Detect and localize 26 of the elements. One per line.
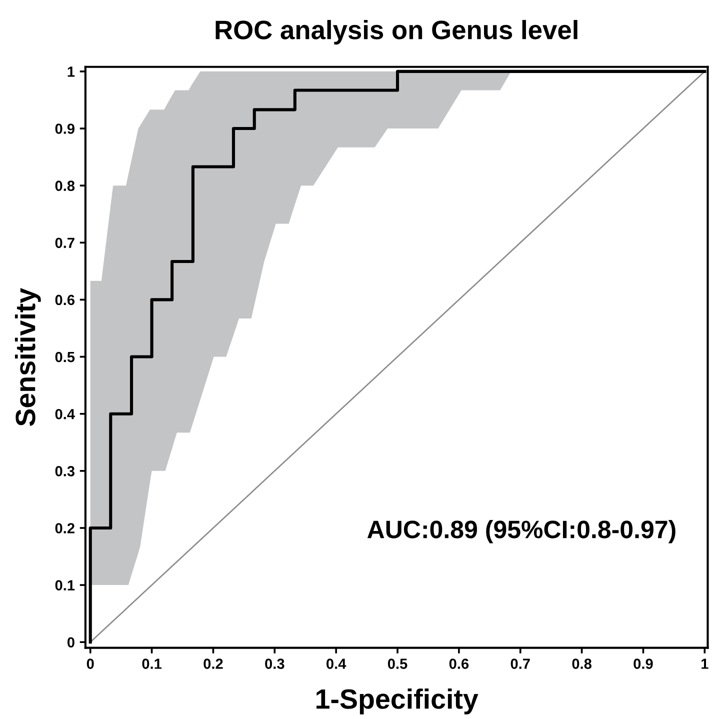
x-tick-label: 0.9 xyxy=(634,658,653,669)
y-tick-label: 0.2 xyxy=(55,523,74,534)
y-tick-label: 0.7 xyxy=(55,238,74,248)
y-axis-title: Sensitivity xyxy=(14,288,41,426)
y-tick-label: 0.3 xyxy=(55,466,74,476)
x-tick-label: 0.6 xyxy=(449,658,469,669)
y-tick-label: 1 xyxy=(68,66,75,77)
y-tick-label: 0.4 xyxy=(55,408,75,420)
y-tick-label: 0.9 xyxy=(55,124,74,134)
x-tick-label: 0.7 xyxy=(510,658,530,669)
x-tick-label: 0 xyxy=(86,658,94,669)
x-tick-label: 1 xyxy=(702,658,708,669)
x-tick-label: 0.4 xyxy=(326,658,346,669)
y-tick-label: 0.1 xyxy=(55,580,75,590)
x-tick-label: 0.1 xyxy=(142,658,162,669)
y-tick-label: 0.6 xyxy=(55,294,74,306)
x-axis-title: 1-Specificity xyxy=(316,688,478,714)
x-tick-label: 0.3 xyxy=(265,658,284,669)
y-tick-label: 0.5 xyxy=(55,352,75,362)
annotation: AUC:0.89 (95%CI:0.8-0.97) xyxy=(367,520,676,544)
x-tick-label: 0.2 xyxy=(204,658,223,669)
x-tick-label: 0.5 xyxy=(388,658,408,669)
y-tick-label: 0 xyxy=(67,637,74,648)
chart-title: ROC analysis on Genus level xyxy=(216,20,578,45)
y-tick-label: 0.8 xyxy=(55,180,75,191)
x-tick-label: 0.8 xyxy=(572,658,592,669)
